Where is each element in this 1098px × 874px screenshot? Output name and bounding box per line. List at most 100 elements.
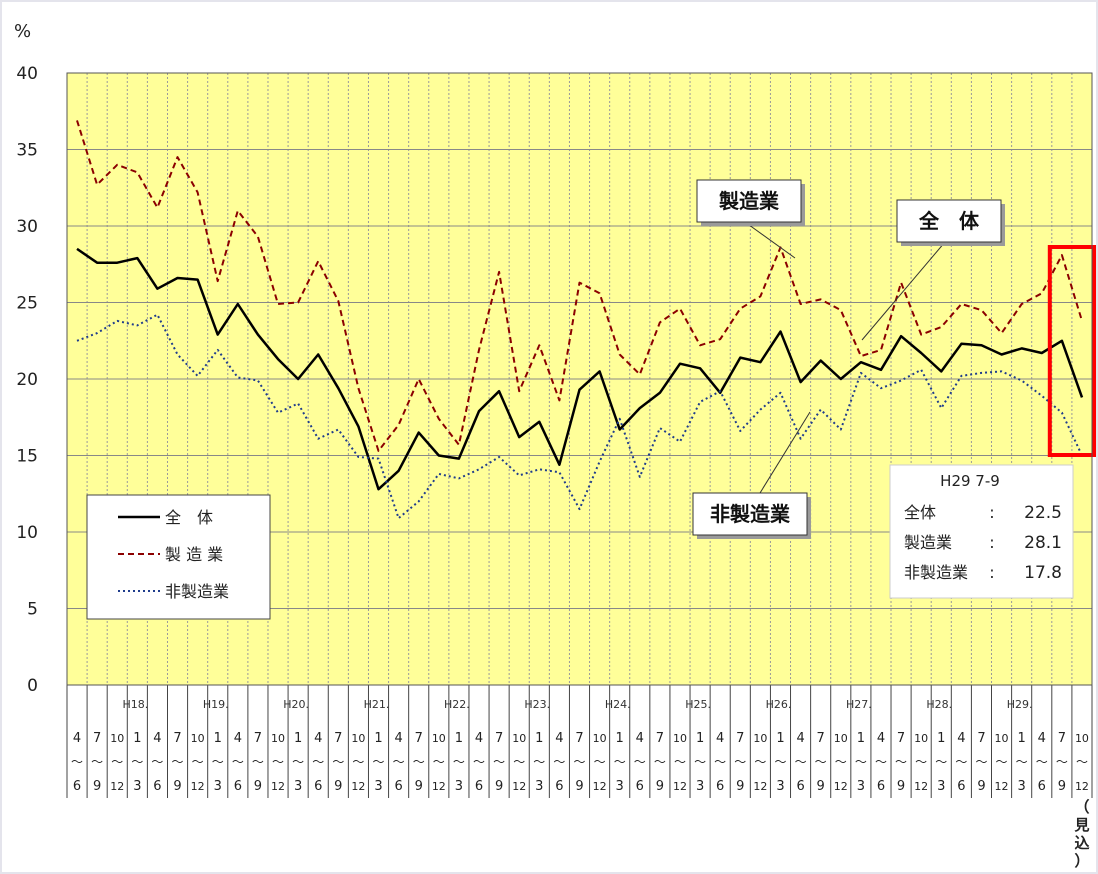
x-quarter-start: 10	[995, 732, 1009, 745]
x-quarter-tilde: ～	[835, 755, 847, 769]
x-year-label: H26.	[766, 698, 792, 711]
x-quarter-end: 3	[214, 779, 222, 794]
info-row-sep: :	[989, 533, 994, 552]
x-quarter-end: 6	[153, 779, 161, 794]
x-quarter-end: 6	[796, 779, 804, 794]
legend-label-1: 製 造 業	[165, 545, 223, 564]
x-quarter-start: 4	[475, 731, 483, 746]
x-quarter-end: 3	[696, 779, 704, 794]
x-quarter-start: 4	[314, 731, 322, 746]
y-tick-label: 30	[16, 217, 38, 237]
x-quarter-tilde: ～	[332, 755, 344, 769]
x-quarter-tilde: ～	[815, 755, 827, 769]
x-quarter-start: 1	[696, 731, 704, 746]
x-quarter-start: 10	[271, 732, 285, 745]
x-quarter-tilde: ～	[71, 755, 83, 769]
plot-frame	[66, 72, 1093, 686]
legend-label-2: 非製造業	[165, 582, 229, 601]
y-tick-label: 40	[16, 64, 38, 84]
x-axis-table: H18. H19. H20. H21. H22. H23. H24. H25. H26. H27.…	[66, 685, 1093, 870]
x-quarter-start: 4	[636, 731, 644, 746]
x-year-label: H25.	[685, 698, 711, 711]
callout-total-leader	[861, 241, 946, 341]
x-quarter-end: 3	[133, 779, 141, 794]
x-year-label: H24.	[605, 698, 631, 711]
x-quarter-start: 10	[191, 732, 205, 745]
x-quarter-end: 12	[432, 780, 446, 793]
x-year-label: H19.	[203, 698, 229, 711]
x-quarter-start: 10	[512, 732, 526, 745]
callout-manufacturing-label: 製造業	[719, 189, 780, 213]
highlight-box	[1047, 245, 1097, 457]
x-quarter-start: 1	[776, 731, 784, 746]
y-tick-label: 10	[16, 523, 38, 543]
series-line-2	[76, 313, 1083, 520]
x-quarter-tilde: ～	[955, 755, 967, 769]
x-quarter-tilde: ～	[192, 755, 204, 769]
info-row-label: 製造業	[904, 533, 952, 552]
x-quarter-start: 7	[334, 731, 342, 746]
x-quarter-start: 4	[153, 731, 161, 746]
x-quarter-start: 4	[73, 731, 81, 746]
x-quarter-tilde: ～	[513, 755, 525, 769]
x-quarter-end: 12	[834, 780, 848, 793]
info-row-value: 17.8	[1024, 563, 1062, 583]
y-tick-label: 15	[16, 447, 38, 467]
x-quarter-end: 6	[475, 779, 483, 794]
x-quarter-end: 6	[314, 779, 322, 794]
x-quarter-end: 9	[575, 779, 583, 794]
x-quarter-tilde: ～	[232, 755, 244, 769]
x-quarter-tilde: ～	[212, 755, 224, 769]
info-row-sep: :	[989, 563, 994, 582]
x-quarter-start: 7	[495, 731, 503, 746]
info-box-title: H29 7-9	[940, 472, 1000, 490]
x-quarter-end: 12	[110, 780, 124, 793]
x-quarter-start: 10	[753, 732, 767, 745]
x-quarter-start: 7	[656, 731, 664, 746]
x-quarter-tilde: ～	[413, 755, 425, 769]
x-quarter-tilde: ～	[774, 755, 786, 769]
x-quarter-start: 1	[1018, 731, 1026, 746]
x-quarter-tilde: ～	[533, 755, 545, 769]
x-year-label: H18.	[122, 698, 148, 711]
x-quarter-start: 7	[173, 731, 181, 746]
x-quarter-start: 10	[432, 732, 446, 745]
x-quarter-end: 9	[93, 779, 101, 794]
callout-non-manufacturing-leader	[759, 411, 811, 494]
x-quarter-start: 10	[673, 732, 687, 745]
x-quarter-end: 3	[374, 779, 382, 794]
x-quarter-tilde: ～	[634, 755, 646, 769]
x-quarter-tilde: ～	[1036, 755, 1048, 769]
y-axis-ticks: 0 5 10 15 20 25 30 35 40	[16, 64, 38, 696]
y-axis-unit: %	[14, 21, 31, 42]
x-quarter-start: 1	[374, 731, 382, 746]
x-forecast-label-char: ）	[1074, 852, 1089, 870]
x-quarter-tilde: ～	[292, 755, 304, 769]
x-quarter-start: 1	[133, 731, 141, 746]
info-box-panel	[889, 464, 1074, 599]
x-year-label: H21.	[364, 698, 390, 711]
callout-non-manufacturing-box	[692, 492, 808, 536]
x-quarter-tilde: ～	[975, 755, 987, 769]
x-quarter-tilde: ～	[473, 755, 485, 769]
x-quarter-end: 9	[415, 779, 423, 794]
callout-manufacturing-box	[696, 179, 802, 223]
x-quarter-start: 1	[214, 731, 222, 746]
x-quarter-tilde: ～	[393, 755, 405, 769]
x-quarter-tilde: ～	[915, 755, 927, 769]
x-year-label: H28.	[926, 698, 952, 711]
x-quarter-tilde: ～	[674, 755, 686, 769]
x-quarter-tilde: ～	[151, 755, 163, 769]
x-quarter-end: 12	[914, 780, 928, 793]
x-quarter-start: 1	[857, 731, 865, 746]
x-quarter-end: 3	[616, 779, 624, 794]
x-quarter-tilde: ～	[1076, 755, 1088, 769]
x-quarter-start: 1	[455, 731, 463, 746]
x-quarter-tilde: ～	[1056, 755, 1068, 769]
x-quarter-tilde: ～	[272, 755, 284, 769]
x-quarter-end: 9	[1058, 779, 1066, 794]
x-quarter-tilde: ～	[433, 755, 445, 769]
legend-label-0: 全 体	[165, 508, 213, 527]
x-quarter-start: 1	[616, 731, 624, 746]
